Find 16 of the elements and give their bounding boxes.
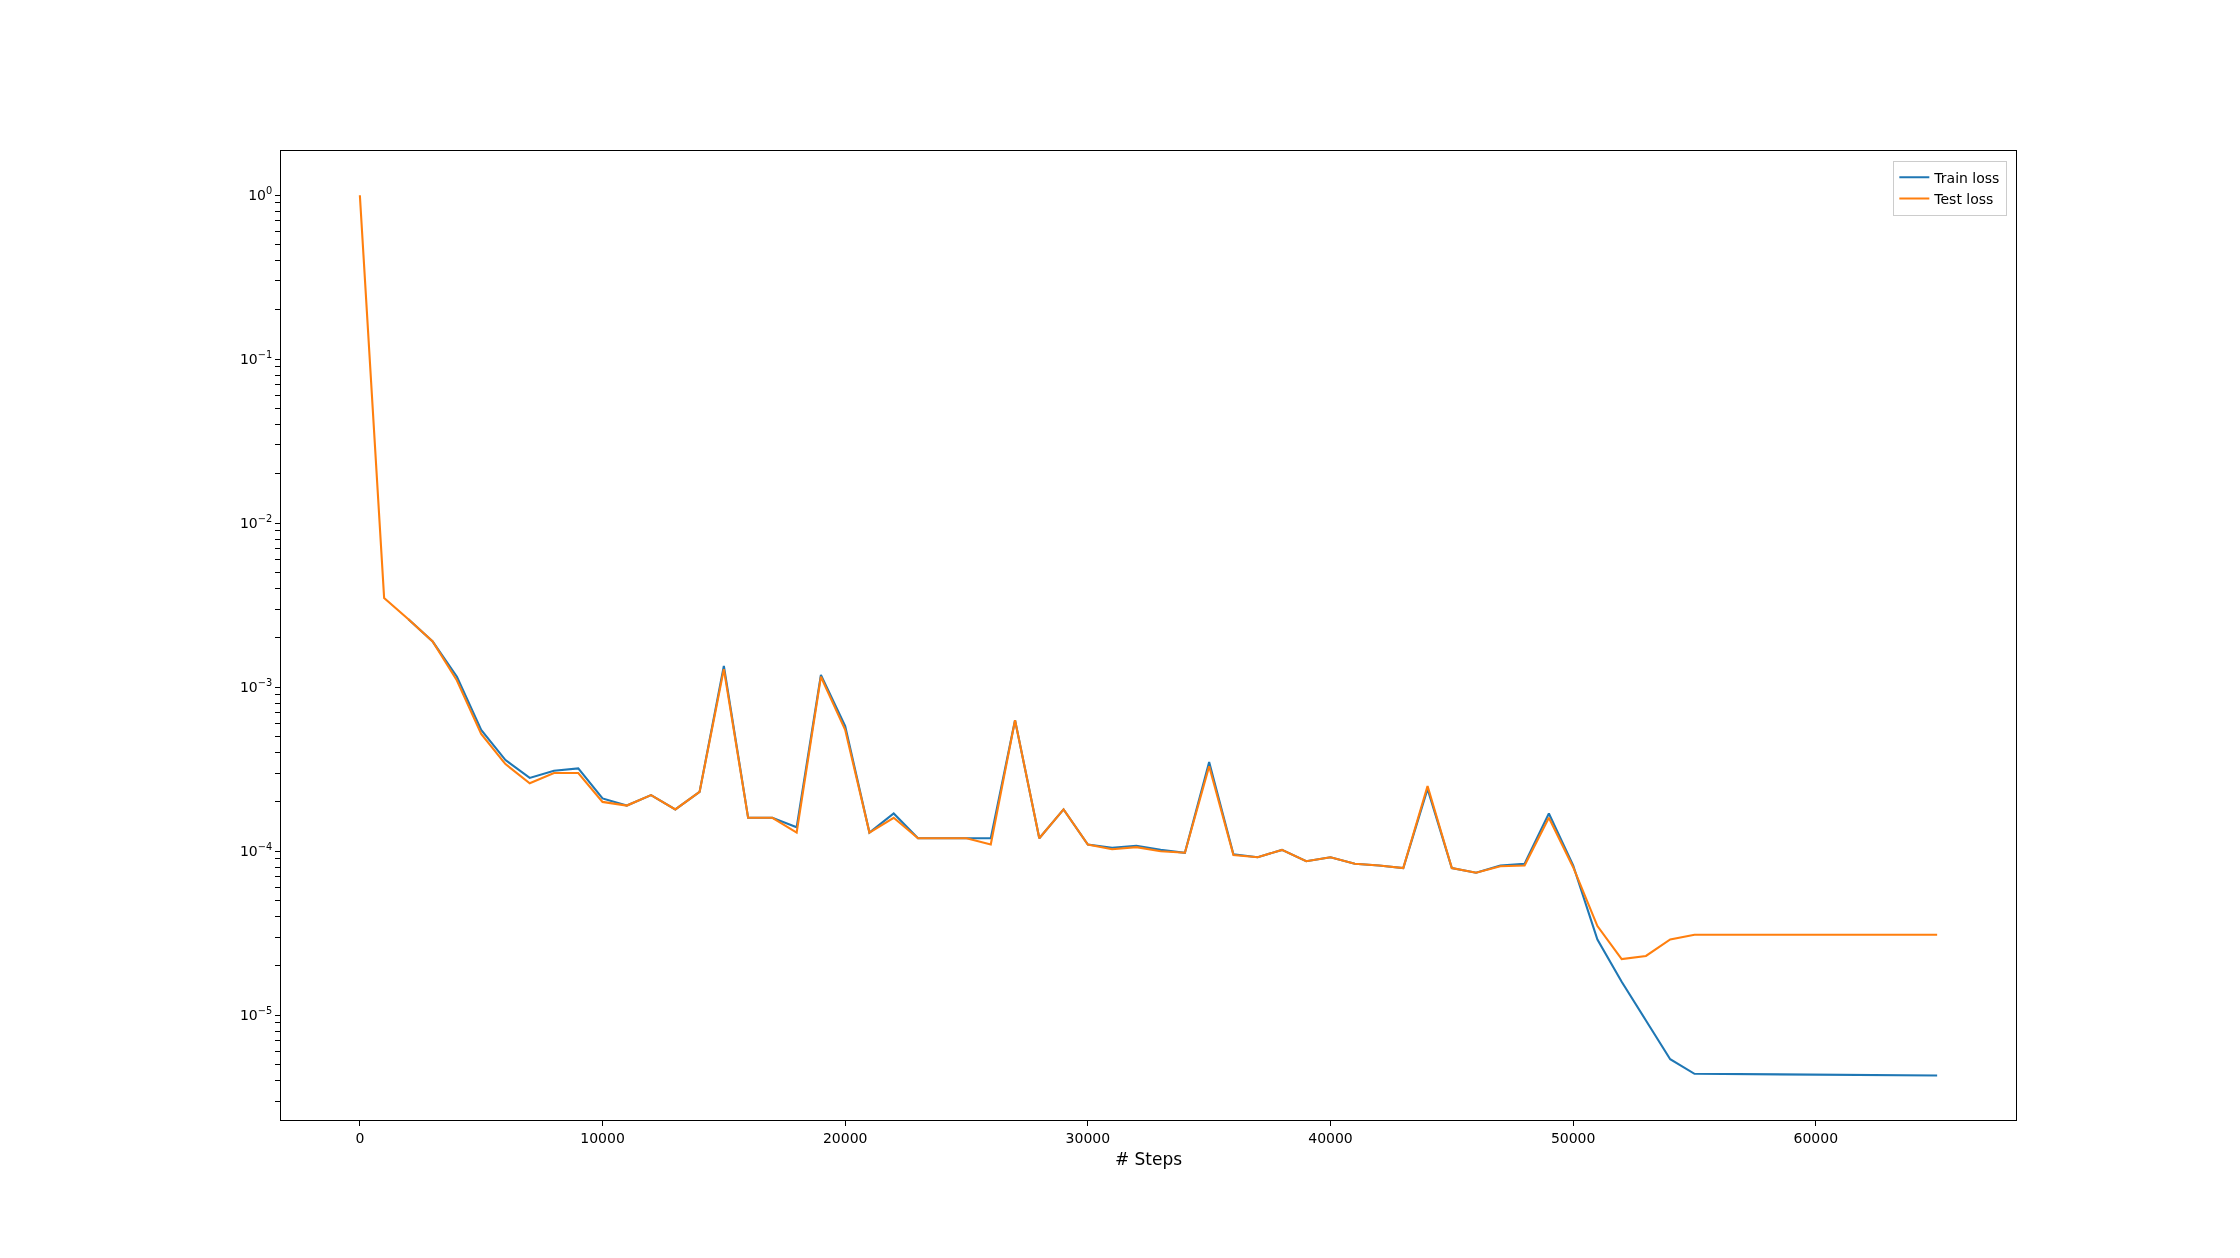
x-tick-label: 60000 — [1793, 1129, 1839, 1146]
y-tick-label: 10$^{0}$ — [248, 185, 273, 204]
y-tick-label: 10$^{−4}$ — [239, 841, 273, 860]
x-tick-label: 30000 — [1065, 1129, 1111, 1146]
x-tick-label: 50000 — [1550, 1129, 1596, 1146]
legend-label: Test loss — [1933, 190, 1994, 207]
x-tick-label: 20000 — [822, 1129, 868, 1146]
x-axis-title: # Steps — [1114, 1149, 1183, 1170]
y-tick-label: 10$^{−3}$ — [239, 677, 273, 696]
y-tick-label: 10$^{−5}$ — [239, 1005, 273, 1024]
y-tick-label: 10$^{−1}$ — [239, 349, 273, 368]
x-tick-label: 0 — [355, 1129, 365, 1146]
x-tick-label: 40000 — [1308, 1129, 1353, 1146]
y-tick-label: 10$^{−2}$ — [239, 513, 273, 532]
legend-label: Train loss — [1933, 169, 2000, 186]
x-tick-label: 10000 — [580, 1129, 625, 1146]
